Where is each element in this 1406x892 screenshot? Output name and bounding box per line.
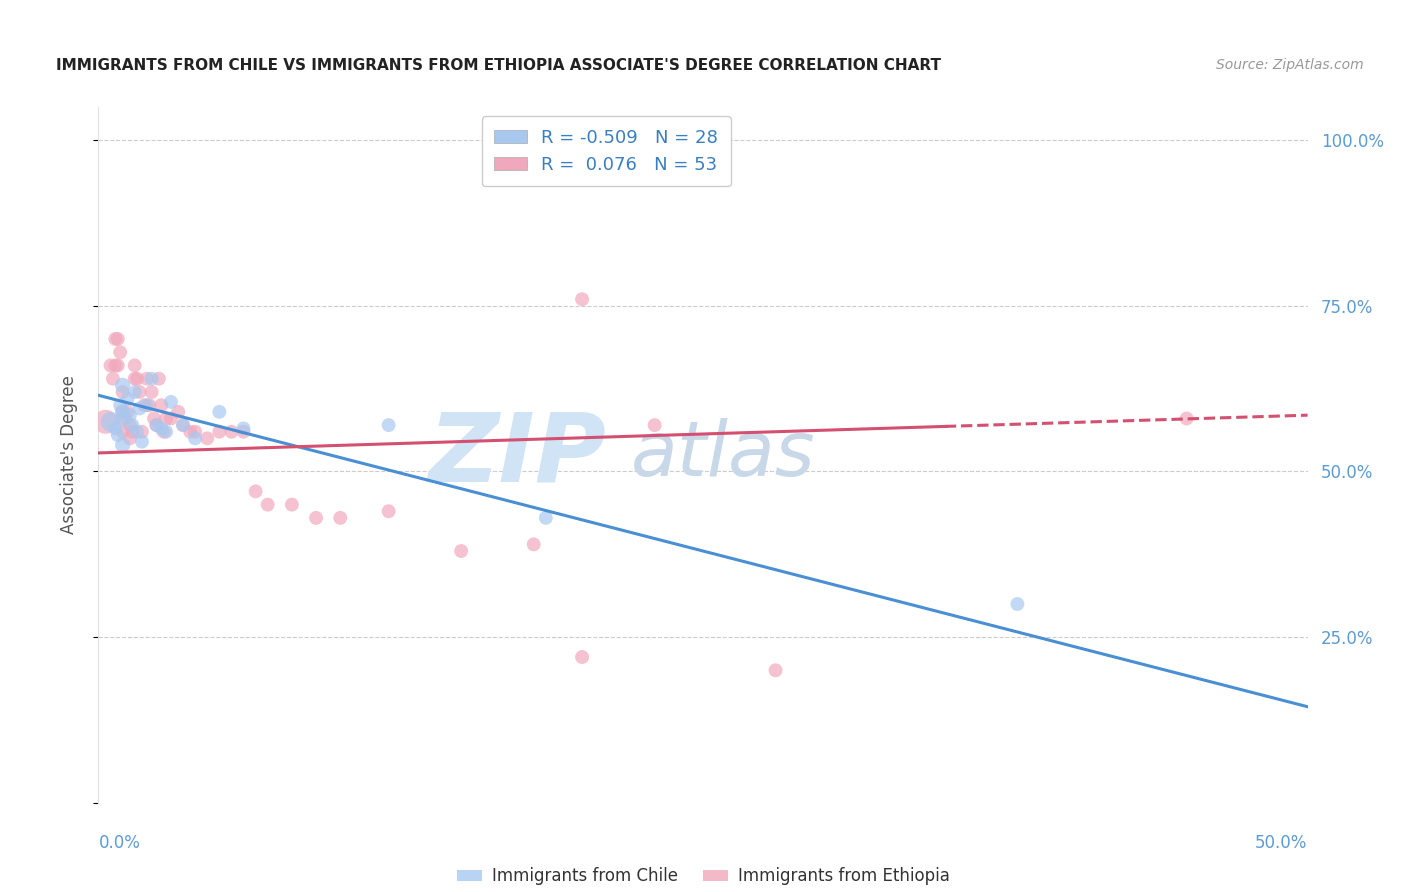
Point xyxy=(377,418,399,433)
Point xyxy=(571,292,593,306)
Point xyxy=(104,421,127,435)
Point xyxy=(167,405,190,419)
Point xyxy=(104,359,127,373)
Point xyxy=(329,511,352,525)
Text: 50.0%: 50.0% xyxy=(1256,834,1308,852)
Point xyxy=(141,384,163,399)
Point xyxy=(124,372,146,386)
Legend: Immigrants from Chile, Immigrants from Ethiopia: Immigrants from Chile, Immigrants from E… xyxy=(450,861,956,892)
Point xyxy=(155,411,177,425)
Point xyxy=(208,425,231,439)
Point xyxy=(127,425,149,439)
Point xyxy=(143,411,166,425)
Point xyxy=(107,359,129,373)
Point xyxy=(118,408,141,422)
Point xyxy=(145,418,167,433)
Point xyxy=(111,411,134,425)
Point xyxy=(172,418,194,433)
Point xyxy=(765,663,787,677)
Point xyxy=(148,372,170,386)
Point xyxy=(111,405,134,419)
Text: atlas: atlas xyxy=(630,418,815,491)
Point xyxy=(108,345,131,359)
Point xyxy=(305,511,328,525)
Point xyxy=(195,431,218,445)
Point xyxy=(184,431,207,445)
Point xyxy=(104,332,127,346)
Point xyxy=(124,384,146,399)
Point xyxy=(134,398,156,412)
Point xyxy=(135,372,157,386)
Point xyxy=(450,544,472,558)
Point xyxy=(155,425,177,439)
Point xyxy=(107,428,129,442)
Point xyxy=(118,418,141,433)
Point xyxy=(118,431,141,445)
Point xyxy=(145,418,167,433)
Point xyxy=(232,421,254,435)
Point xyxy=(121,418,143,433)
Point xyxy=(281,498,304,512)
Point xyxy=(127,372,149,386)
Point xyxy=(152,425,174,439)
Y-axis label: Associate's Degree: Associate's Degree xyxy=(59,376,77,534)
Point xyxy=(1007,597,1029,611)
Point xyxy=(121,425,143,439)
Point xyxy=(141,372,163,386)
Point xyxy=(94,415,117,429)
Point xyxy=(131,425,153,439)
Point xyxy=(114,411,136,425)
Point xyxy=(1175,411,1198,425)
Point xyxy=(184,425,207,439)
Point xyxy=(208,405,231,419)
Point xyxy=(124,359,146,373)
Point xyxy=(111,384,134,399)
Point xyxy=(232,425,254,439)
Point xyxy=(150,421,173,435)
Point xyxy=(108,398,131,412)
Text: Source: ZipAtlas.com: Source: ZipAtlas.com xyxy=(1216,58,1364,72)
Point xyxy=(111,425,134,439)
Point xyxy=(534,511,557,525)
Point xyxy=(131,434,153,449)
Point xyxy=(100,415,122,429)
Point xyxy=(107,332,129,346)
Point xyxy=(644,418,666,433)
Point xyxy=(111,405,134,419)
Text: ZIP: ZIP xyxy=(429,409,606,501)
Point xyxy=(101,372,124,386)
Point xyxy=(245,484,267,499)
Point xyxy=(571,650,593,665)
Point xyxy=(117,405,139,419)
Point xyxy=(179,425,201,439)
Point xyxy=(111,378,134,392)
Text: IMMIGRANTS FROM CHILE VS IMMIGRANTS FROM ETHIOPIA ASSOCIATE'S DEGREE CORRELATION: IMMIGRANTS FROM CHILE VS IMMIGRANTS FROM… xyxy=(56,58,941,73)
Point xyxy=(256,498,278,512)
Point xyxy=(111,438,134,452)
Point xyxy=(135,398,157,412)
Point xyxy=(160,395,183,409)
Point xyxy=(221,425,243,439)
Point xyxy=(150,398,173,412)
Point xyxy=(377,504,399,518)
Text: 0.0%: 0.0% xyxy=(98,834,141,852)
Point xyxy=(117,392,139,406)
Point xyxy=(128,401,150,416)
Point xyxy=(128,384,150,399)
Point xyxy=(523,537,546,551)
Point xyxy=(172,418,194,433)
Point xyxy=(138,398,160,412)
Point xyxy=(100,359,122,373)
Point xyxy=(160,411,183,425)
